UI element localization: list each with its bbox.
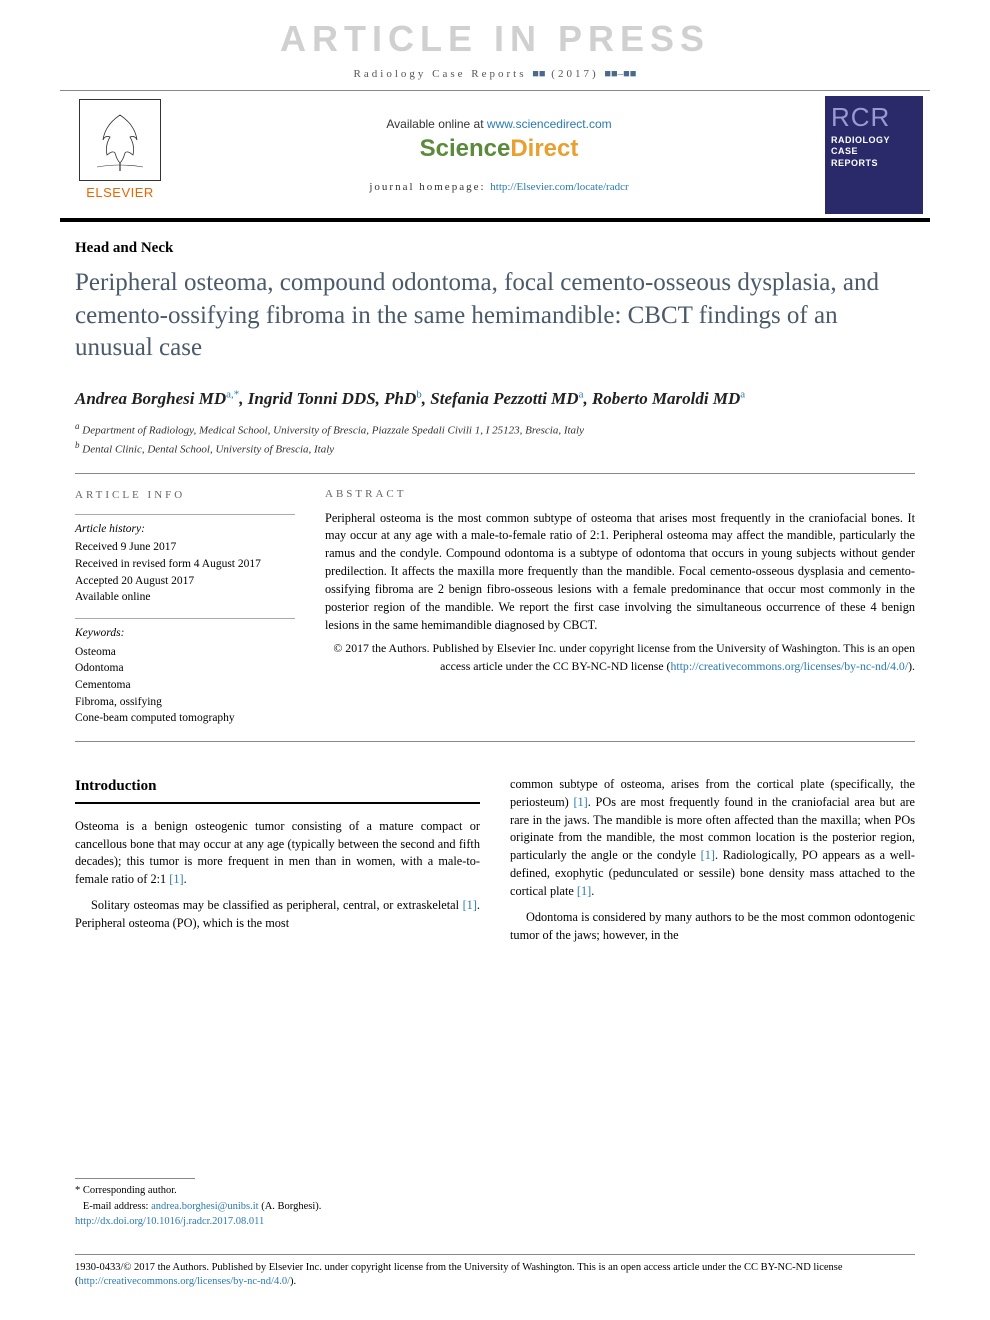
- article-meta-row: ARTICLE INFO Article history: Received 9…: [75, 473, 915, 742]
- article-title: Peripheral osteoma, compound odontoma, f…: [75, 267, 915, 365]
- citation-line: Radiology Case Reports ■■ (2017) ■■–■■: [0, 68, 990, 80]
- introduction-heading: Introduction: [75, 776, 480, 804]
- citation-pages-placeholder: ■■–■■: [604, 68, 636, 80]
- affiliation-list: a Department of Radiology, Medical Schoo…: [75, 420, 915, 458]
- article-history-list: Received 9 June 2017Received in revised …: [75, 539, 295, 606]
- history-item: Available online: [75, 589, 295, 606]
- page-footer: 1930-0433/© 2017 the Authors. Published …: [75, 1254, 915, 1290]
- c2p1-d: .: [591, 884, 594, 898]
- journal-homepage-link[interactable]: http://Elsevier.com/locate/radcr: [490, 181, 628, 193]
- history-item: Received 9 June 2017: [75, 539, 295, 556]
- sciencedirect-url-link[interactable]: www.sciencedirect.com: [487, 117, 612, 131]
- journal-cover-area: RCR RADIOLOGY CASE REPORTS: [818, 91, 930, 218]
- email-label: E-mail address:: [83, 1201, 151, 1212]
- citation-vol-placeholder: ■■: [532, 68, 545, 80]
- keyword-item: Cementoma: [75, 677, 295, 694]
- p1-text: Osteoma is a benign osteogenic tumor con…: [75, 819, 480, 886]
- intro-paragraph-2: Solitary osteomas may be classified as p…: [75, 897, 480, 933]
- footer-close: ).: [290, 1276, 296, 1287]
- doi-link[interactable]: http://dx.doi.org/10.1016/j.radcr.2017.0…: [75, 1216, 264, 1227]
- email-line: E-mail address: andrea.borghesi@unibs.it…: [75, 1199, 915, 1215]
- journal-banner: ELSEVIER Available online at www.science…: [60, 90, 930, 222]
- corresponding-author-note: * Corresponding author.: [75, 1183, 915, 1199]
- footnotes: * Corresponding author. E-mail address: …: [75, 1178, 915, 1230]
- abstract-heading: ABSTRACT: [325, 488, 915, 500]
- page: ARTICLE IN PRESS Radiology Case Reports …: [0, 0, 990, 1320]
- c2p2: Odontoma is considered by many authors t…: [510, 910, 915, 942]
- rcr-abbr: RCR: [831, 102, 890, 133]
- intro-paragraph-3: Odontoma is considered by many authors t…: [510, 909, 915, 945]
- footnote-separator: [75, 1178, 195, 1179]
- intro-paragraph-2-cont: common subtype of osteoma, arises from t…: [510, 776, 915, 901]
- history-item: Accepted 20 August 2017: [75, 573, 295, 590]
- citation-journal: Radiology Case Reports: [354, 68, 527, 80]
- ref-link[interactable]: [1]: [169, 872, 183, 886]
- ref-link[interactable]: [1]: [577, 884, 591, 898]
- article-info-heading: ARTICLE INFO: [75, 488, 295, 504]
- homepage-label: journal homepage:: [369, 181, 490, 193]
- keywords-label: Keywords:: [75, 618, 295, 642]
- banner-center: Available online at www.sciencedirect.co…: [180, 91, 818, 218]
- p1-end: .: [184, 872, 187, 886]
- intro-paragraph-1: Osteoma is a benign osteogenic tumor con…: [75, 818, 480, 889]
- article-section-label: Head and Neck: [75, 240, 915, 257]
- author-list: Andrea Borghesi MDa,*, Ingrid Tonni DDS,…: [75, 387, 915, 411]
- history-item: Received in revised form 4 August 2017: [75, 556, 295, 573]
- rcr-line1: RADIOLOGY: [831, 135, 890, 147]
- body-column-right: common subtype of osteoma, arises from t…: [510, 776, 915, 952]
- available-online-text: Available online at www.sciencedirect.co…: [386, 117, 611, 131]
- journal-cover-icon: RCR RADIOLOGY CASE REPORTS: [825, 96, 923, 214]
- article-content: Head and Neck Peripheral osteoma, compou…: [0, 222, 990, 952]
- sciencedirect-logo: ScienceDirect: [420, 135, 579, 163]
- article-info-column: ARTICLE INFO Article history: Received 9…: [75, 488, 295, 727]
- publisher-logo-area: ELSEVIER: [60, 91, 180, 218]
- available-label: Available online at: [386, 117, 487, 131]
- keywords-block: Keywords: OsteomaOdontomaCementomaFibrom…: [75, 618, 295, 727]
- elsevier-label: ELSEVIER: [86, 185, 154, 200]
- abstract-column: ABSTRACT Peripheral osteoma is the most …: [325, 488, 915, 727]
- rcr-line3: REPORTS: [831, 158, 878, 170]
- footer-license-link[interactable]: http://creativecommons.org/licenses/by-n…: [79, 1276, 291, 1287]
- keyword-item: Fibroma, ossifying: [75, 694, 295, 711]
- email-author: (A. Borghesi).: [259, 1201, 322, 1212]
- journal-homepage-line: journal homepage: http://Elsevier.com/lo…: [369, 181, 628, 193]
- abstract-copyright: © 2017 the Authors. Published by Elsevie…: [325, 640, 915, 674]
- citation-issue: (2017): [551, 68, 598, 80]
- elsevier-tree-icon: [79, 99, 161, 181]
- article-history-label: Article history:: [75, 514, 295, 538]
- p2-text: Solitary osteomas may be classified as p…: [91, 898, 463, 912]
- author-email-link[interactable]: andrea.borghesi@unibs.it: [151, 1201, 258, 1212]
- sd-science: Science: [420, 135, 511, 162]
- copyright-close: ).: [908, 659, 915, 673]
- watermark-article-in-press: ARTICLE IN PRESS: [0, 18, 990, 60]
- sd-direct: Direct: [510, 135, 578, 162]
- abstract-text: Peripheral osteoma is the most common su…: [325, 510, 915, 635]
- keyword-item: Odontoma: [75, 660, 295, 677]
- keywords-list: OsteomaOdontomaCementomaFibroma, ossifyi…: [75, 644, 295, 727]
- rcr-line2: CASE: [831, 146, 858, 158]
- body-column-left: Introduction Osteoma is a benign osteoge…: [75, 776, 480, 952]
- doi-line: http://dx.doi.org/10.1016/j.radcr.2017.0…: [75, 1214, 915, 1230]
- ref-link[interactable]: [1]: [701, 848, 715, 862]
- license-link[interactable]: http://creativecommons.org/licenses/by-n…: [670, 659, 908, 673]
- keyword-item: Osteoma: [75, 644, 295, 661]
- article-body: Introduction Osteoma is a benign osteoge…: [75, 776, 915, 952]
- ref-link[interactable]: [1]: [463, 898, 477, 912]
- keyword-item: Cone-beam computed tomography: [75, 710, 295, 727]
- ref-link[interactable]: [1]: [573, 795, 587, 809]
